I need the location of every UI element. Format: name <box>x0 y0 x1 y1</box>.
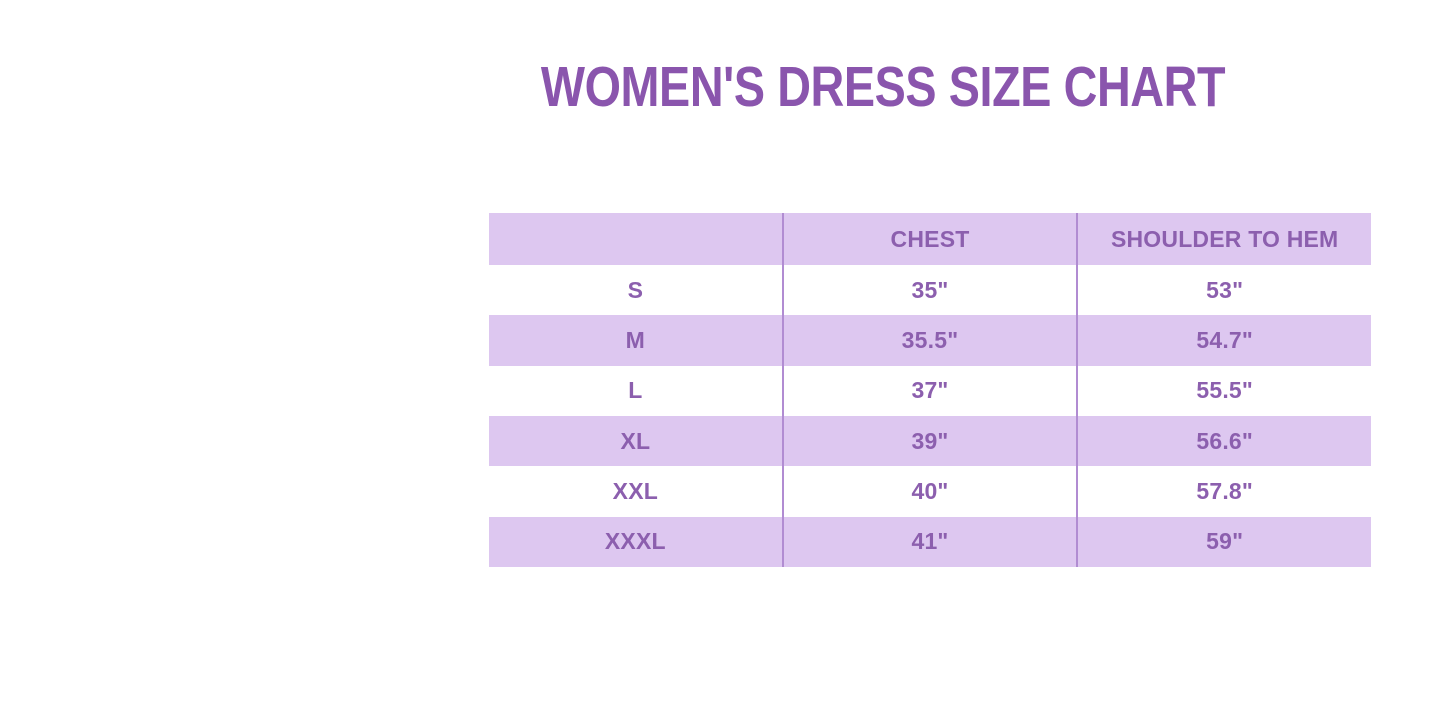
column-header-size <box>489 213 782 265</box>
chest-value: 40" <box>781 466 1077 517</box>
column-header-shoulder-to-hem: SHOULDER TO HEM <box>1076 213 1371 265</box>
shoulder-to-hem-value: 54.7" <box>1076 315 1371 366</box>
page-title: WOMEN'S DRESS SIZE CHART <box>540 55 1226 119</box>
size-label: XXXL <box>604 528 666 555</box>
table-row-l: L 37" 55.5" <box>489 365 1371 416</box>
shoulder-to-hem-value: 56.6" <box>1076 415 1371 467</box>
chest-value: 41" <box>781 516 1077 567</box>
chest-value: 39" <box>781 415 1077 467</box>
shoulder-to-hem-value: 53" <box>1076 265 1371 316</box>
column-header-chest: CHEST <box>781 213 1077 265</box>
size-label: S <box>627 276 644 303</box>
chest-value: 37" <box>781 365 1077 416</box>
chest-value: 35" <box>781 265 1077 316</box>
shoulder-to-hem-value: 57.8" <box>1076 466 1371 517</box>
size-chart-table: CHEST SHOULDER TO HEM S 35" 53" M 35.5" … <box>489 213 1371 567</box>
size-label: M <box>625 326 646 353</box>
size-label: XXL <box>612 477 658 504</box>
chest-value: 35.5" <box>781 315 1077 366</box>
shoulder-to-hem-value: 55.5" <box>1076 365 1371 416</box>
size-label: XL <box>620 427 651 454</box>
table-row-m: M 35.5" 54.7" <box>489 315 1371 366</box>
table-row-xl: XL 39" 56.6" <box>489 415 1371 467</box>
shoulder-to-hem-value: 59" <box>1076 516 1371 567</box>
size-label: L <box>628 377 643 404</box>
table-row-s: S 35" 53" <box>489 265 1371 316</box>
table-header-row: CHEST SHOULDER TO HEM <box>489 213 1371 265</box>
table-row-xxxl: XXXL 41" 59" <box>489 516 1371 567</box>
table-row-xxl: XXL 40" 57.8" <box>489 466 1371 517</box>
